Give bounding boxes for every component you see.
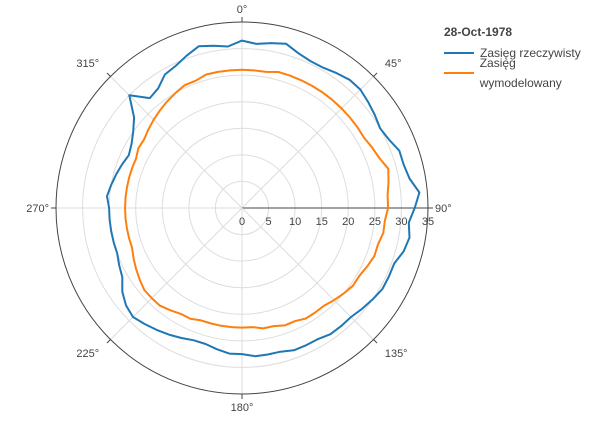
- legend-swatch-modeled: [444, 72, 474, 74]
- legend-title: 28-Oct-1978: [444, 25, 513, 39]
- legend-item-actual[interactable]: Zasięg rzeczywisty: [444, 43, 600, 63]
- radial-tick-label: 5: [266, 216, 272, 228]
- radial-tick-label: 20: [342, 216, 354, 228]
- angular-tick-label: 0°: [237, 4, 248, 16]
- polar-outer-circle: [55, 21, 429, 395]
- angular-tick-mark: [106, 72, 111, 77]
- angular-tick-label: 315°: [76, 58, 99, 70]
- axis-labels: 0 5 10 15 20 25 30 35 0° 45° 90° 135° 180° 225° 270° 31…: [26, 4, 451, 414]
- angular-grid-line: [110, 76, 243, 209]
- angular-tick-mark: [373, 339, 378, 344]
- radial-tick-label: 10: [289, 216, 301, 228]
- angular-grid-line: [110, 207, 243, 340]
- legend-swatch-actual: [444, 52, 474, 54]
- angular-tick-mark: [373, 72, 378, 77]
- legend-label-modeled: Zasięg wymodelowany: [479, 56, 562, 90]
- legend-label-actual: Zasięg rzeczywisty: [480, 46, 581, 60]
- legend: 28-Oct-1978 Zasięg rzeczywisty Zasięg wy…: [444, 23, 600, 90]
- angular-tick-label: 180°: [231, 402, 254, 414]
- angular-tick-label: 45°: [385, 58, 402, 70]
- radial-tick-label: 30: [395, 216, 407, 228]
- angular-grid-line: [241, 76, 374, 209]
- angular-tick-mark: [106, 339, 111, 344]
- legend-item-modeled[interactable]: Zasięg wymodelowany: [444, 56, 600, 90]
- radial-tick-label: 35: [422, 216, 434, 228]
- angular-tick-label: 90°: [435, 203, 452, 215]
- angular-tick-label: 225°: [76, 348, 99, 360]
- angular-tick-label: 270°: [26, 203, 49, 215]
- series-lines: [106, 39, 421, 358]
- radial-tick-label: 15: [316, 216, 328, 228]
- series-line-modeled[interactable]: [124, 68, 390, 330]
- series-line-actual[interactable]: [106, 39, 421, 358]
- angular-tick-label: 135°: [385, 348, 408, 360]
- radial-tick-label: 0: [239, 216, 245, 228]
- radial-tick-label: 25: [369, 216, 381, 228]
